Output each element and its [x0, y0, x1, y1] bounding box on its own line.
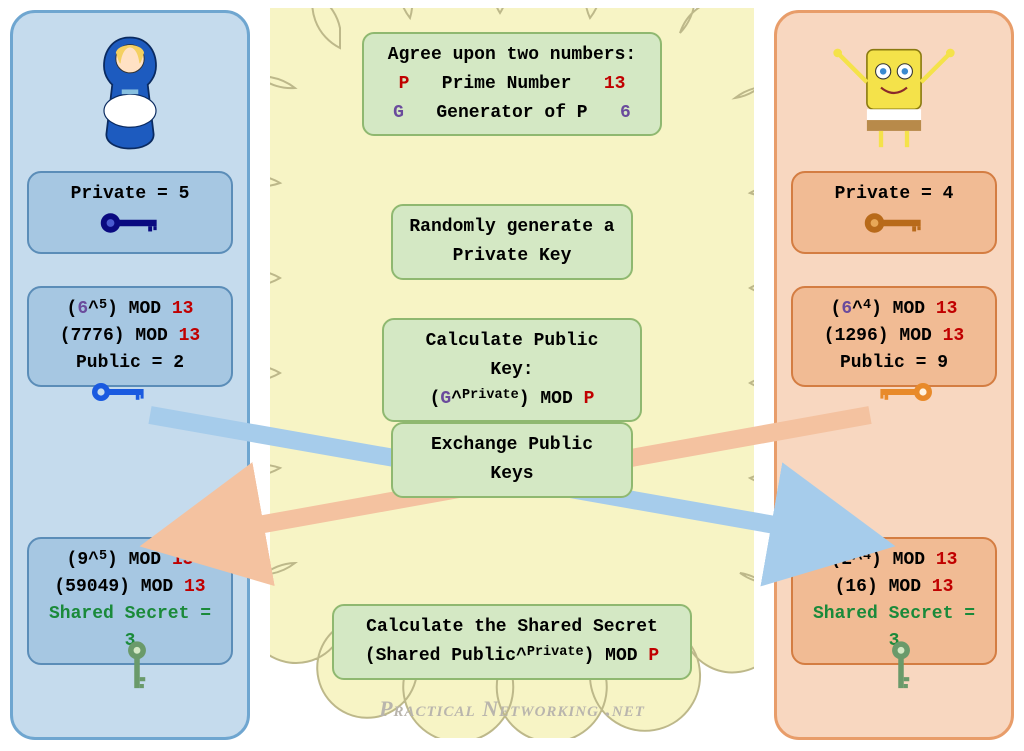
alice-public-calc-box: (6^5) MOD 13 (7776) MOD 13 Public = 2	[27, 286, 233, 387]
alice-panel: Private = 5 (6^5) MOD 13 (7776) MOD 13 P…	[10, 10, 250, 740]
calc-line: (16) MOD 13	[803, 574, 985, 601]
secret-formula: (Shared Public^Private) MOD P	[350, 642, 674, 671]
alice-private-box: Private = 5	[27, 171, 233, 254]
agree-P-row: P Prime Number 13	[380, 70, 644, 99]
bob-private-key-icon	[859, 210, 929, 236]
alice-private-key-icon	[95, 210, 165, 236]
alice-character	[65, 23, 195, 163]
bob-public-key-icon	[875, 379, 935, 405]
bob-private-label: Private = 4	[803, 181, 985, 208]
step-private-box: Randomly generate a Private Key	[391, 204, 633, 280]
shared-secret-key-icon	[119, 640, 155, 695]
alice-secret-calc-box: (9^5) MOD 13 (59049) MOD 13 Shared Secre…	[27, 537, 233, 665]
bob-character	[829, 23, 959, 163]
agree-box: Agree upon two numbers: P Prime Number 1…	[362, 32, 662, 136]
calc-line: (1296) MOD 13	[803, 323, 985, 350]
alice-private-label: Private = 5	[39, 181, 221, 208]
calc-line: (59049) MOD 13	[39, 574, 221, 601]
agree-G-row: G Generator of P 6	[380, 99, 644, 128]
alice-public-result: Public = 2	[39, 350, 221, 377]
shared-secret-key-icon	[883, 640, 919, 695]
step-pubcalc-box: Calculate Public Key: (G^Private) MOD P	[382, 318, 642, 422]
bob-panel: Private = 4 (6^4) MOD 13 (1296) MOD 13 P…	[774, 10, 1014, 740]
pubcalc-formula: (G^Private) MOD P	[400, 385, 624, 414]
public-cloud-region: Agree upon two numbers: P Prime Number 1…	[270, 8, 754, 738]
calc-line: (9^5) MOD 13	[39, 547, 221, 574]
bob-public-calc-box: (6^4) MOD 13 (1296) MOD 13 Public = 9	[791, 286, 997, 387]
calc-line: (2^4) MOD 13	[803, 547, 985, 574]
calc-line: (6^4) MOD 13	[803, 296, 985, 323]
step-secret-box: Calculate the Shared Secret (Shared Publ…	[332, 604, 692, 680]
calc-line: (7776) MOD 13	[39, 323, 221, 350]
bob-secret-calc-box: (2^4) MOD 13 (16) MOD 13 Shared Secret =…	[791, 537, 997, 665]
bob-private-box: Private = 4	[791, 171, 997, 254]
agree-title: Agree upon two numbers:	[380, 41, 644, 70]
calc-line: (6^5) MOD 13	[39, 296, 221, 323]
alice-public-key-icon	[89, 379, 149, 405]
attribution-text: Practical Networking .net	[270, 696, 754, 722]
bob-public-result: Public = 9	[803, 350, 985, 377]
step-exchange-box: Exchange Public Keys	[391, 422, 633, 498]
